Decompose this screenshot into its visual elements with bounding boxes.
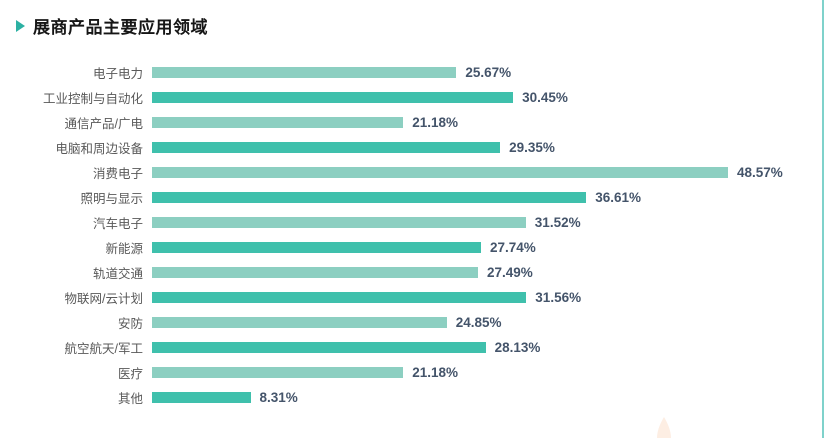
value-label: 8.31% [259,390,298,405]
bar-row: 其他 8.31% [0,385,826,410]
bar [152,317,447,328]
bar-row: 医疗 21.18% [0,360,826,385]
category-label: 新能源 [105,242,143,256]
value-label: 24.85% [455,315,502,330]
bar-row: 消费电子 48.57% [0,160,826,185]
bar-row: 航空航天/军工 28.13% [0,335,826,360]
bar [152,167,728,178]
category-label: 航空航天/军工 [64,342,143,356]
bar-row: 轨道交通 27.49% [0,260,826,285]
category-label: 轨道交通 [92,267,143,281]
page-title: 展商产品主要应用领域 [33,18,208,37]
bar-chart: 电子电力 25.67% 工业控制与自动化 30.45% 通信产品/广电 21.18% 电脑和… [0,60,826,410]
value-label: 36.61% [595,190,641,205]
bar-row: 通信产品/广电 21.18% [0,110,826,135]
category-label: 安防 [117,317,143,331]
value-label: 27.74% [490,240,536,255]
page-right-border [822,0,824,438]
bar [152,192,587,203]
value-label: 27.49% [487,265,533,280]
bar [152,242,481,253]
bar [152,267,478,278]
bar-row: 照明与显示 36.61% [0,185,826,210]
bar-row: 安防 24.85% [0,310,826,335]
category-label: 照明与显示 [80,192,143,206]
category-label: 其他 [117,392,143,406]
bar-row: 工业控制与自动化 30.45% [0,85,826,110]
bar-row: 汽车电子 31.52% [0,210,826,235]
category-label: 电子电力 [92,67,143,81]
bar [152,342,486,353]
category-label: 医疗 [117,367,143,381]
value-label: 21.18% [412,115,458,130]
value-label: 29.35% [509,140,555,155]
value-label: 25.67% [465,65,512,80]
value-label: 31.56% [535,290,582,305]
value-label: 31.52% [534,215,581,230]
bar [152,217,526,228]
value-label: 28.13% [494,340,541,355]
bar [152,92,514,103]
bar [152,292,527,303]
triangle-right-icon [16,19,25,32]
category-label: 消费电子 [92,167,143,181]
decorative-peach-shape [654,417,674,438]
bar [152,392,251,403]
category-label: 物联网/云计划 [64,292,143,306]
bar-row: 电脑和周边设备 29.35% [0,135,826,160]
category-label: 电脑和周边设备 [55,142,143,156]
value-label: 48.57% [737,165,783,180]
bar-row: 电子电力 25.67% [0,60,826,85]
value-label: 21.18% [412,365,458,380]
bar [152,117,404,128]
bar [152,367,404,378]
category-label: 通信产品/广电 [64,117,143,131]
chart-header: 展商产品主要应用领域 [16,13,208,38]
bar [152,67,457,78]
bar-row: 新能源 27.74% [0,235,826,260]
bar-row: 物联网/云计划 31.56% [0,285,826,310]
bar [152,142,501,153]
value-label: 30.45% [522,90,568,105]
category-label: 汽车电子 [92,217,143,231]
category-label: 工业控制与自动化 [42,92,143,106]
